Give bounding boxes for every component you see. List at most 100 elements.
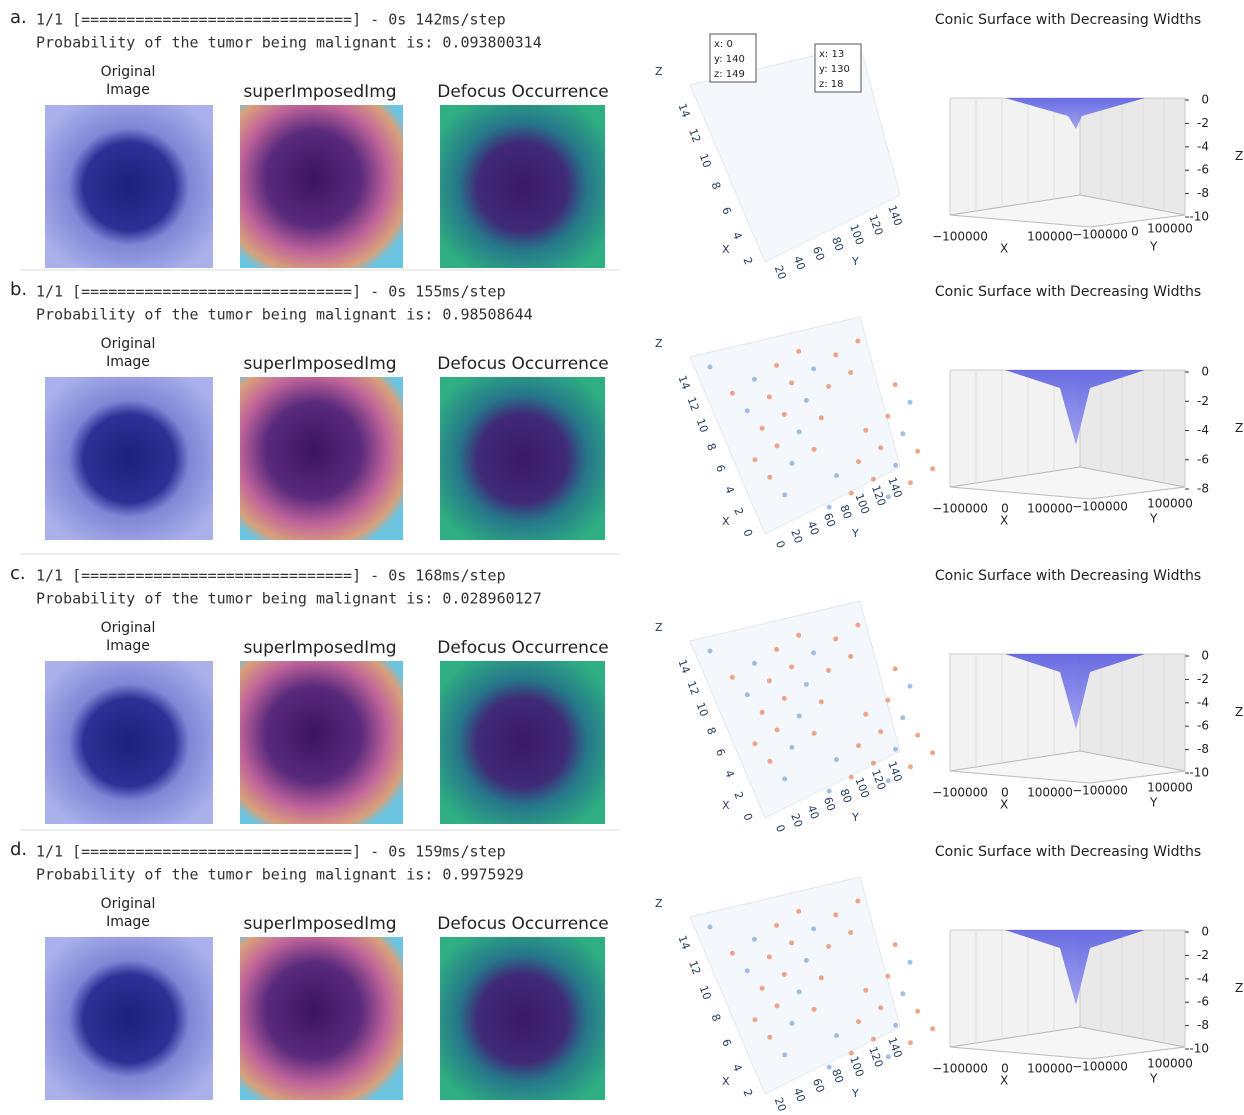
z-tick-label: -2 [1197, 116, 1209, 130]
image-title: Original [101, 336, 156, 352]
probability-line: Probability of the tumor being malignant… [36, 34, 542, 52]
probability-line: Probability of the tumor being malignant… [36, 590, 542, 608]
z-tick-label: -10 [1189, 766, 1209, 780]
y-tick-label: 100 [847, 222, 866, 246]
scatter-glyph [863, 428, 868, 433]
scatter-glyph [856, 743, 861, 748]
x-tick-label: 4 [730, 230, 745, 241]
y-tick-label: 60 [821, 795, 838, 813]
z-axis-label: Z [655, 897, 663, 910]
y-tick-label: 120 [866, 1045, 885, 1069]
scatter-glyph [782, 412, 787, 417]
y-tick-label: −100000 [1072, 500, 1128, 514]
x-axis-label: X [722, 515, 730, 528]
scatter-glyph [760, 986, 765, 991]
scatter-glyph [789, 664, 794, 669]
y-tick-label: 100000 [1147, 222, 1193, 236]
y-axis-label: Y [1149, 512, 1158, 526]
y-tick-label: 80 [837, 503, 854, 521]
x-tick-label: 100000 [1027, 502, 1073, 516]
back-panel [1080, 98, 1185, 215]
x-axis-label: X [722, 243, 730, 256]
scatter-glyph [745, 408, 750, 413]
x-axis-label: X [722, 1075, 730, 1088]
scatter-glyph [885, 414, 890, 419]
surface-title: Conic Surface with Decreasing Widths [935, 568, 1201, 584]
row-label: c. [10, 563, 26, 584]
scatter-glyph [782, 492, 787, 497]
surface-title: Conic Surface with Decreasing Widths [935, 12, 1201, 28]
scatter-glyph [826, 944, 831, 949]
x-tick-label: 4 [722, 484, 737, 495]
scatter-glyph [804, 398, 809, 403]
x-tick-label: 8 [704, 441, 719, 452]
x-tick-label: 12 [686, 127, 703, 145]
x-tick-label: 100000 [1027, 230, 1073, 244]
scatter-glyph [752, 937, 757, 942]
x-tick-label: 100000 [1027, 786, 1073, 800]
original-image [45, 937, 213, 1100]
z-tick-label: 0 [1201, 365, 1209, 379]
scatter-glyph [774, 647, 779, 652]
scatter-plane [690, 877, 900, 1094]
scatter-glyph [774, 923, 779, 928]
surface-title: Conic Surface with Decreasing Widths [935, 284, 1201, 300]
scatter-glyph [893, 463, 898, 468]
x-tick-label: 2 [740, 1087, 755, 1098]
scatter-glyph [893, 666, 898, 671]
image-title: superImposedImg [243, 914, 396, 934]
scatter-glyph [811, 926, 816, 931]
y-tick-label: 60 [810, 245, 827, 263]
x-tick-label: 2 [740, 255, 755, 266]
y-tick-label: 60 [821, 511, 838, 529]
x-tick-label: 0 [740, 811, 755, 822]
y-axis-label: Y [851, 255, 859, 268]
z-tick-label: -6 [1197, 719, 1209, 733]
z-tick-label: 0 [1201, 649, 1209, 663]
progress-line: 1/1 [==============================] - 0… [36, 283, 506, 301]
y-tick-label: 40 [805, 803, 822, 821]
scatter-glyph [900, 715, 905, 720]
x-tick-label: 10 [694, 417, 711, 435]
scatter-glyph [752, 377, 757, 382]
z-axis-label: Z [655, 621, 663, 634]
scatter-glyph [752, 661, 757, 666]
scatter-glyph [848, 654, 853, 659]
y-axis-label: Y [1149, 796, 1158, 810]
x-axis-label: X [722, 799, 730, 812]
scatter-glyph [730, 951, 735, 956]
scatter-glyph [863, 712, 868, 717]
z-tick-label: -4 [1197, 695, 1209, 709]
x-tick-label: 8 [709, 1012, 724, 1023]
defocus-image [440, 377, 605, 540]
overlay-image [240, 105, 403, 268]
scatter-glyph [797, 989, 802, 994]
overlay-image [240, 377, 403, 540]
scatter-glyph [908, 764, 913, 769]
scatter-glyph [796, 909, 801, 914]
overlay-image [240, 661, 403, 824]
scatter-glyph [930, 750, 935, 755]
x-tick-label: 12 [685, 679, 702, 697]
scatter-glyph [855, 338, 860, 343]
scatter-glyph [804, 958, 809, 963]
scatter-glyph [789, 1021, 794, 1026]
scatter-glyph [767, 1035, 772, 1040]
scatter-glyph [796, 633, 801, 638]
row-label: d. [10, 839, 27, 860]
scatter-glyph [878, 729, 883, 734]
z-tick-label: -6 [1197, 995, 1209, 1009]
x-tick-label: −100000 [932, 502, 988, 516]
scatter-glyph [900, 431, 905, 436]
probability-line: Probability of the tumor being malignant… [36, 866, 524, 884]
defocus-image [440, 937, 605, 1100]
scatter-glyph [855, 622, 860, 627]
scatter-glyph [878, 1005, 883, 1010]
y-tick-label: 100 [852, 492, 871, 516]
surface-title: Conic Surface with Decreasing Widths [935, 844, 1201, 860]
y-tick-label: 40 [805, 519, 822, 537]
scatter-glyph [827, 789, 832, 794]
scatter-glyph [834, 1033, 839, 1038]
y-tick-label: 20 [772, 1096, 789, 1114]
scatter-glyph [930, 1026, 935, 1031]
